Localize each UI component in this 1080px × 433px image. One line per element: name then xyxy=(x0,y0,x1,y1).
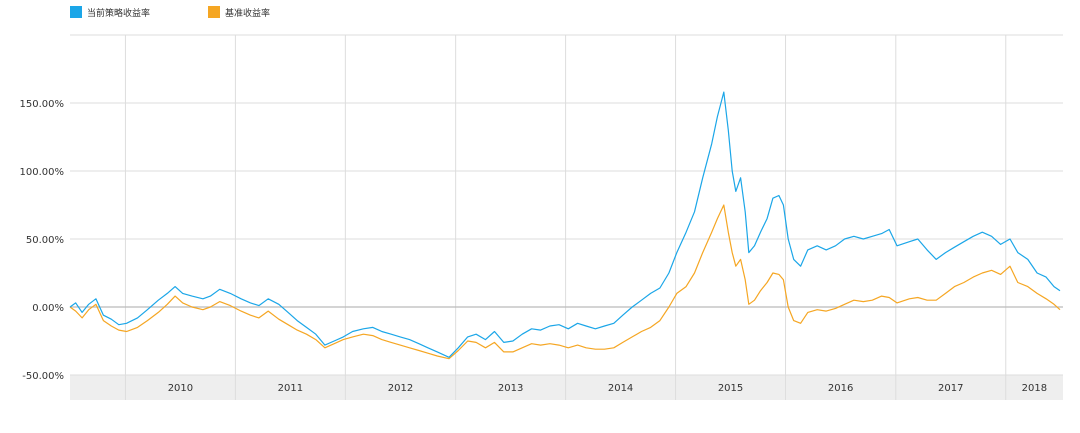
legend-label[interactable]: 基准收益率 xyxy=(225,7,270,19)
x-tick-label: 2015 xyxy=(718,383,743,394)
legend-swatch[interactable] xyxy=(208,6,220,18)
x-tick-label: 2018 xyxy=(1022,383,1047,394)
x-tick-label: 2013 xyxy=(498,383,523,394)
series-line xyxy=(69,204,1061,360)
y-tick-label: 50.00% xyxy=(26,235,64,246)
series-line xyxy=(69,91,1061,358)
y-tick-label: 0.00% xyxy=(32,303,64,314)
legend-swatch[interactable] xyxy=(70,6,82,18)
x-tick-label: 2017 xyxy=(938,383,963,394)
x-tick-label: 2014 xyxy=(608,383,633,394)
y-tick-label: -50.00% xyxy=(22,371,64,382)
x-tick-label: 2010 xyxy=(168,383,193,394)
x-axis-band xyxy=(70,375,1063,400)
y-tick-label: 100.00% xyxy=(20,167,65,178)
x-tick-label: 2012 xyxy=(388,383,413,394)
y-tick-label: 150.00% xyxy=(20,99,65,110)
legend-label[interactable]: 当前策略收益率 xyxy=(87,7,150,19)
x-tick-label: 2011 xyxy=(278,383,303,394)
x-tick-label: 2016 xyxy=(828,383,853,394)
